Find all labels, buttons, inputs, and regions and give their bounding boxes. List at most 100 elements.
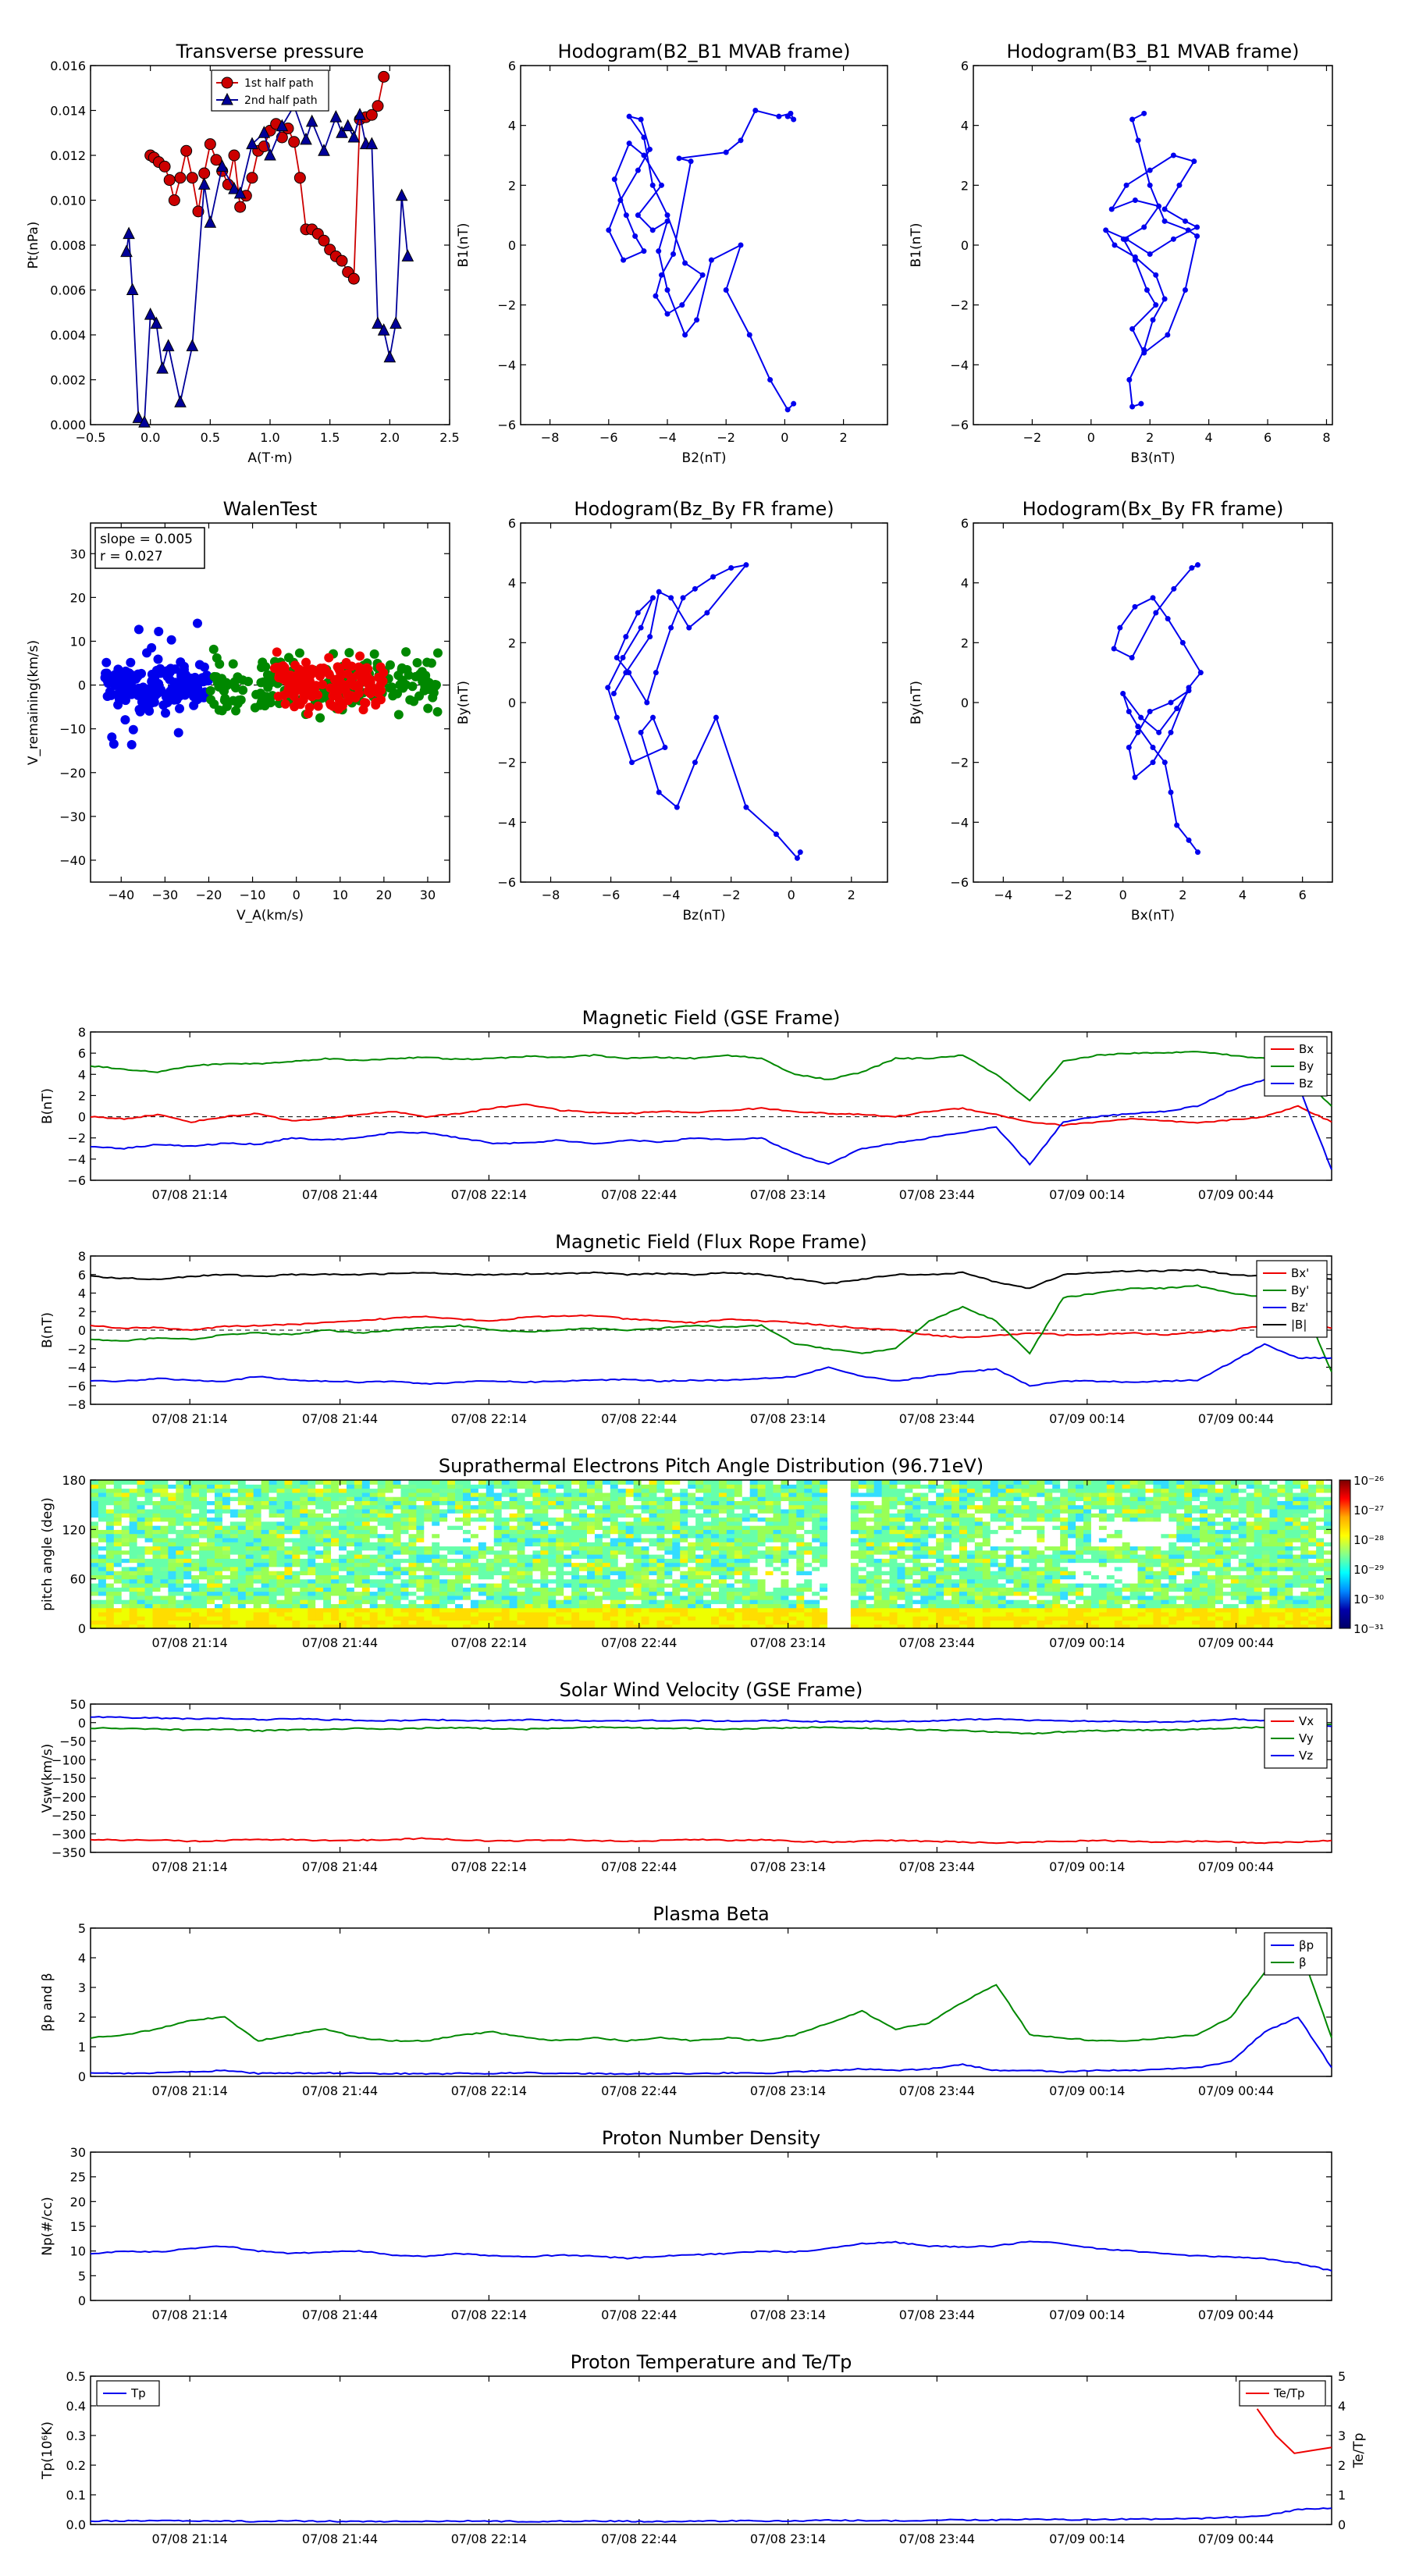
heatmap-cell <box>820 1496 828 1501</box>
heatmap-cell <box>610 1508 619 1514</box>
heatmap-cell <box>602 1591 611 1596</box>
heatmap-cell <box>369 1546 379 1551</box>
heatmap-cell <box>742 1611 751 1617</box>
heatmap-cell <box>199 1500 208 1506</box>
heatmap-cell <box>168 1578 176 1584</box>
data-point <box>288 136 301 148</box>
data-point <box>641 248 647 254</box>
heatmap-cell <box>308 1492 316 1497</box>
heatmap-cell <box>664 1550 673 1555</box>
heatmap-cell <box>493 1521 503 1526</box>
data-point <box>1144 287 1150 293</box>
heatmap-cell <box>820 1529 828 1535</box>
heatmap-cell <box>284 1566 293 1571</box>
heatmap-cell <box>664 1595 673 1600</box>
heatmap-cell <box>439 1542 448 1547</box>
heatmap-cell <box>711 1550 720 1555</box>
heatmap-cell <box>873 1607 883 1613</box>
heatmap-cell <box>105 1488 115 1493</box>
heatmap-cell <box>91 1546 99 1551</box>
heatmap-cell <box>478 1537 487 1542</box>
heatmap-cell <box>540 1591 549 1596</box>
heatmap-cell <box>400 1599 410 1604</box>
heatmap-cell <box>339 1624 347 1629</box>
heatmap-cell <box>191 1537 200 1542</box>
heatmap-cell <box>664 1611 673 1617</box>
heatmap-cell <box>168 1574 176 1580</box>
heatmap-cell <box>656 1533 665 1539</box>
heatmap-cell <box>354 1582 363 1588</box>
heatmap-cell <box>680 1521 688 1526</box>
heatmap-cell <box>695 1624 704 1629</box>
heatmap-cell <box>447 1611 456 1617</box>
heatmap-cell <box>820 1517 828 1522</box>
y-tick-label: −4 <box>497 815 516 830</box>
heatmap-cell <box>610 1537 619 1542</box>
x-tick-label: 2.5 <box>439 430 459 445</box>
heatmap-cell <box>649 1571 658 1575</box>
heatmap-cell <box>369 1562 379 1567</box>
data-point <box>641 134 647 141</box>
heatmap-cell <box>346 1574 355 1580</box>
heatmap-cell <box>765 1558 774 1564</box>
heatmap-cell <box>478 1488 487 1493</box>
heatmap-cell <box>726 1513 735 1518</box>
heatmap-cell <box>455 1546 464 1551</box>
heatmap-cell <box>711 1484 720 1489</box>
heatmap-cell <box>695 1578 704 1584</box>
heatmap-cell <box>905 1550 913 1555</box>
heatmap-cell <box>587 1591 596 1596</box>
heatmap-cell <box>478 1582 487 1588</box>
heatmap-cell <box>98 1537 107 1542</box>
heatmap-cell <box>610 1533 619 1539</box>
heatmap-cell <box>812 1529 820 1535</box>
heatmap-cell <box>447 1537 456 1542</box>
heatmap-cell <box>835 1578 844 1584</box>
heatmap-cell <box>176 1616 184 1621</box>
data-point <box>372 100 384 112</box>
heatmap-cell <box>152 1508 162 1514</box>
heatmap-cell <box>781 1517 789 1522</box>
heatmap-cell <box>742 1587 751 1592</box>
heatmap-cell <box>633 1504 642 1510</box>
x-tick-label: 6 <box>1299 888 1307 902</box>
heatmap-cell <box>160 1508 169 1514</box>
heatmap-cell <box>183 1620 192 1625</box>
heatmap-cell <box>493 1558 503 1564</box>
heatmap-cell <box>749 1566 759 1571</box>
heatmap-cell <box>331 1525 340 1530</box>
heatmap-cell <box>455 1525 464 1530</box>
heatmap-cell <box>137 1500 146 1506</box>
y-tick-label: 0 <box>78 678 86 693</box>
heatmap-cell <box>129 1603 138 1609</box>
heatmap-cell <box>152 1587 162 1592</box>
heatmap-cell <box>889 1616 898 1621</box>
heatmap-cell <box>680 1599 688 1604</box>
heatmap-cell <box>525 1508 534 1514</box>
heatmap-cell <box>276 1529 286 1535</box>
heatmap-cell <box>781 1500 789 1506</box>
heatmap-cell <box>300 1496 308 1501</box>
heatmap-cell <box>858 1587 867 1592</box>
heatmap-cell <box>137 1554 146 1559</box>
heatmap-cell <box>812 1500 820 1506</box>
heatmap-cell <box>493 1620 503 1625</box>
heatmap-cell <box>765 1574 774 1580</box>
heatmap-cell <box>873 1542 883 1547</box>
heatmap-cell <box>222 1525 231 1530</box>
heatmap-cell <box>594 1513 603 1518</box>
heatmap-cell <box>439 1496 448 1501</box>
heatmap-cell <box>742 1558 751 1564</box>
heatmap-cell <box>191 1500 200 1506</box>
heatmap-cell <box>532 1546 541 1551</box>
heatmap-cell <box>718 1599 727 1604</box>
heatmap-cell <box>361 1542 371 1547</box>
heatmap-cell <box>308 1566 316 1571</box>
heatmap-cell <box>540 1578 549 1584</box>
heatmap-cell <box>757 1521 767 1526</box>
heatmap-cell <box>835 1537 844 1542</box>
y-tick-label: 2 <box>78 1304 86 1319</box>
heatmap-cell <box>858 1533 867 1539</box>
heatmap-cell <box>501 1537 510 1542</box>
heatmap-cell <box>463 1554 471 1559</box>
